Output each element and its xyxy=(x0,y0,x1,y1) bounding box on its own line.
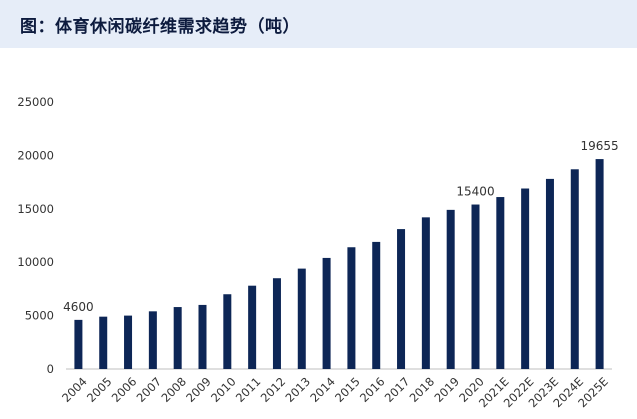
x-tick-label: 2009 xyxy=(183,374,214,405)
x-tick-label: 2019 xyxy=(431,374,462,405)
bar xyxy=(99,316,108,369)
bar xyxy=(74,319,83,369)
bar xyxy=(248,285,257,369)
y-tick-label: 10000 xyxy=(17,255,54,269)
y-tick-label: 15000 xyxy=(17,202,54,216)
bar-chart: 0500010000150002000025000200420052006200… xyxy=(17,95,618,410)
bar xyxy=(297,268,306,369)
bar xyxy=(397,229,406,369)
bar xyxy=(173,307,182,369)
bar xyxy=(347,247,356,369)
bar xyxy=(471,204,480,369)
x-tick-label: 2007 xyxy=(134,374,165,405)
x-tick-label: 2018 xyxy=(407,374,438,405)
bar xyxy=(124,315,133,369)
bar xyxy=(322,257,331,369)
bar xyxy=(521,188,530,369)
x-tick-label: 2014 xyxy=(307,374,338,405)
bar xyxy=(372,241,381,369)
y-tick-label: 25000 xyxy=(17,95,54,109)
bar xyxy=(496,197,505,369)
x-tick-label: 2004 xyxy=(59,374,90,405)
bar xyxy=(570,169,579,369)
bar xyxy=(421,217,430,369)
y-tick-label: 0 xyxy=(47,362,54,376)
data-label: 15400 xyxy=(456,185,494,199)
x-tick-label: 2005 xyxy=(84,374,115,405)
x-tick-label: 2017 xyxy=(382,374,413,405)
bar xyxy=(223,294,232,369)
bar xyxy=(272,278,281,369)
x-tick-label: 2010 xyxy=(208,374,239,405)
x-tick-label: 2016 xyxy=(357,374,388,405)
x-tick-label: 2012 xyxy=(258,374,289,405)
chart-title: 图：体育休闲碳纤维需求趋势（吨） xyxy=(20,16,300,37)
x-tick-label: 2015 xyxy=(332,374,363,405)
chart-title-bar: 图：体育休闲碳纤维需求趋势（吨） xyxy=(0,0,637,48)
x-tick-label: 2011 xyxy=(233,374,264,405)
bar xyxy=(595,159,604,369)
data-label: 4600 xyxy=(63,300,94,314)
data-label: 19655 xyxy=(580,139,618,153)
x-tick-label: 2013 xyxy=(283,374,314,405)
y-tick-label: 5000 xyxy=(25,309,54,323)
bar xyxy=(148,311,157,369)
bar xyxy=(446,209,455,369)
bar xyxy=(545,178,554,369)
x-tick-label: 2008 xyxy=(158,374,189,405)
bar xyxy=(198,304,207,369)
y-tick-label: 20000 xyxy=(17,148,54,162)
x-tick-label: 2006 xyxy=(109,374,140,405)
